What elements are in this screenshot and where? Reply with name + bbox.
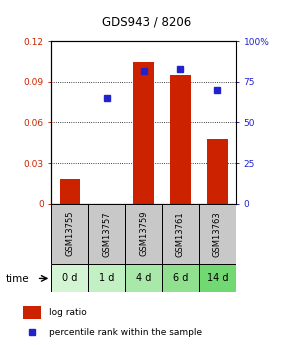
Bar	[125, 264, 162, 292]
Bar	[23, 306, 41, 319]
Text: log ratio: log ratio	[49, 308, 87, 317]
Text: 4 d: 4 d	[136, 273, 151, 283]
Text: GSM13763: GSM13763	[213, 211, 222, 257]
Text: GSM13755: GSM13755	[65, 211, 74, 256]
Bar	[162, 204, 199, 264]
Bar	[199, 204, 236, 264]
Text: GSM13759: GSM13759	[139, 211, 148, 256]
Text: GSM13757: GSM13757	[102, 211, 111, 257]
Bar	[59, 179, 80, 204]
Bar	[133, 62, 154, 204]
Bar	[162, 264, 199, 292]
Text: GSM13761: GSM13761	[176, 211, 185, 257]
Text: GDS943 / 8206: GDS943 / 8206	[102, 16, 191, 29]
Bar	[51, 204, 88, 264]
Bar	[125, 204, 162, 264]
Bar	[88, 204, 125, 264]
Bar	[199, 264, 236, 292]
Bar	[170, 75, 191, 204]
Bar	[88, 264, 125, 292]
Bar	[207, 139, 228, 204]
Text: 1 d: 1 d	[99, 273, 114, 283]
Text: time: time	[6, 274, 30, 284]
Text: 6 d: 6 d	[173, 273, 188, 283]
Text: percentile rank within the sample: percentile rank within the sample	[49, 328, 202, 337]
Text: 14 d: 14 d	[207, 273, 228, 283]
Bar	[51, 264, 88, 292]
Text: 0 d: 0 d	[62, 273, 77, 283]
